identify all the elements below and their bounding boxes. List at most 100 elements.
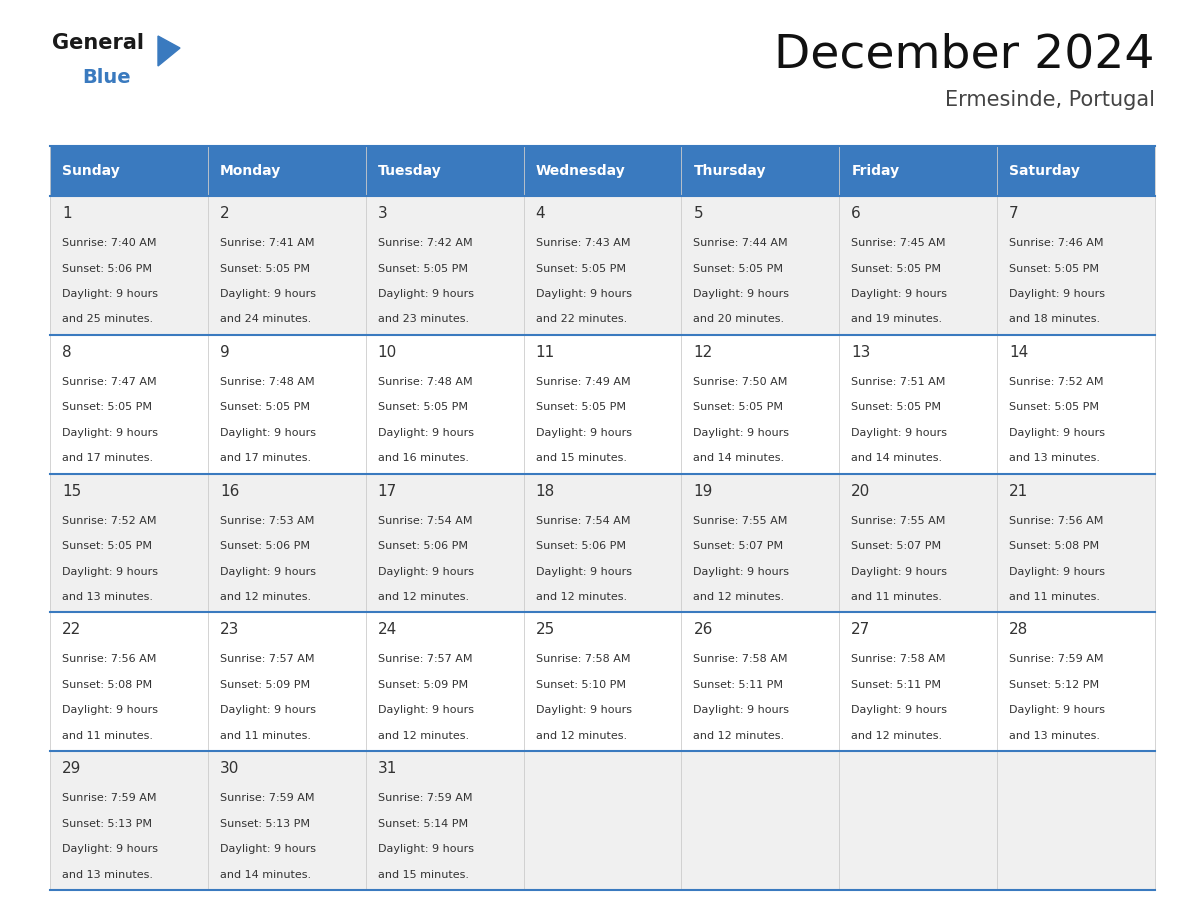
Text: Sunset: 5:10 PM: Sunset: 5:10 PM [536,680,626,690]
Text: and 12 minutes.: and 12 minutes. [378,731,469,741]
Text: Sunrise: 7:59 AM: Sunrise: 7:59 AM [378,793,472,803]
Text: 4: 4 [536,206,545,221]
Text: 18: 18 [536,484,555,498]
Text: and 23 minutes.: and 23 minutes. [378,315,469,324]
Text: and 25 minutes.: and 25 minutes. [62,315,153,324]
Text: 16: 16 [220,484,239,498]
Text: Daylight: 9 hours: Daylight: 9 hours [852,705,947,715]
Text: Daylight: 9 hours: Daylight: 9 hours [220,845,316,855]
Text: 8: 8 [62,345,71,360]
Text: and 15 minutes.: and 15 minutes. [378,869,469,879]
Text: 22: 22 [62,622,81,637]
Text: Sunrise: 7:45 AM: Sunrise: 7:45 AM [852,238,946,248]
Text: Daylight: 9 hours: Daylight: 9 hours [378,705,474,715]
Text: Sunrise: 7:52 AM: Sunrise: 7:52 AM [1009,376,1104,386]
Text: and 14 minutes.: and 14 minutes. [694,453,784,464]
Text: and 11 minutes.: and 11 minutes. [1009,592,1100,602]
Text: Daylight: 9 hours: Daylight: 9 hours [852,566,947,577]
Text: 19: 19 [694,484,713,498]
Text: Sunrise: 7:53 AM: Sunrise: 7:53 AM [220,516,315,526]
Bar [997,146,1155,196]
Text: Sunset: 5:08 PM: Sunset: 5:08 PM [62,680,152,690]
Text: Daylight: 9 hours: Daylight: 9 hours [220,289,316,299]
Text: Sunset: 5:06 PM: Sunset: 5:06 PM [220,541,310,551]
Text: Sunrise: 7:55 AM: Sunrise: 7:55 AM [852,516,946,526]
Text: Daylight: 9 hours: Daylight: 9 hours [62,289,158,299]
Text: and 11 minutes.: and 11 minutes. [220,731,311,741]
Text: Daylight: 9 hours: Daylight: 9 hours [62,705,158,715]
Text: 29: 29 [62,761,81,777]
Text: 24: 24 [378,622,397,637]
Text: 25: 25 [536,622,555,637]
Text: Sunrise: 7:46 AM: Sunrise: 7:46 AM [1009,238,1104,248]
Text: Sunrise: 7:42 AM: Sunrise: 7:42 AM [378,238,473,248]
Text: Sunset: 5:11 PM: Sunset: 5:11 PM [694,680,783,690]
Text: and 17 minutes.: and 17 minutes. [62,453,153,464]
Text: Sunrise: 7:55 AM: Sunrise: 7:55 AM [694,516,788,526]
Text: Daylight: 9 hours: Daylight: 9 hours [852,428,947,438]
Text: Wednesday: Wednesday [536,164,625,178]
Text: Friday: Friday [852,164,899,178]
Text: 12: 12 [694,345,713,360]
Text: Sunrise: 7:48 AM: Sunrise: 7:48 AM [378,376,473,386]
Text: and 13 minutes.: and 13 minutes. [62,592,153,602]
Text: Sunset: 5:05 PM: Sunset: 5:05 PM [220,263,310,274]
Text: Sunrise: 7:48 AM: Sunrise: 7:48 AM [220,376,315,386]
Text: Sunrise: 7:52 AM: Sunrise: 7:52 AM [62,516,157,526]
Text: and 24 minutes.: and 24 minutes. [220,315,311,324]
Text: and 11 minutes.: and 11 minutes. [852,592,942,602]
Text: 14: 14 [1009,345,1029,360]
Text: 1: 1 [62,206,71,221]
Text: Saturday: Saturday [1009,164,1080,178]
Text: Sunset: 5:08 PM: Sunset: 5:08 PM [1009,541,1099,551]
Text: Sunset: 5:05 PM: Sunset: 5:05 PM [378,402,468,412]
Text: Daylight: 9 hours: Daylight: 9 hours [694,566,790,577]
Text: 21: 21 [1009,484,1029,498]
Text: 2: 2 [220,206,229,221]
Text: Daylight: 9 hours: Daylight: 9 hours [220,428,316,438]
Text: 15: 15 [62,484,81,498]
Text: Sunset: 5:07 PM: Sunset: 5:07 PM [694,541,784,551]
Text: Sunrise: 7:59 AM: Sunrise: 7:59 AM [220,793,315,803]
Text: Daylight: 9 hours: Daylight: 9 hours [220,705,316,715]
Text: 30: 30 [220,761,239,777]
Text: Sunset: 5:06 PM: Sunset: 5:06 PM [62,263,152,274]
Text: Daylight: 9 hours: Daylight: 9 hours [62,428,158,438]
Text: Blue: Blue [82,68,131,87]
Text: Sunrise: 7:59 AM: Sunrise: 7:59 AM [1009,655,1104,665]
Text: and 12 minutes.: and 12 minutes. [536,592,627,602]
Text: Daylight: 9 hours: Daylight: 9 hours [694,428,790,438]
Bar [50,335,1155,474]
Text: Daylight: 9 hours: Daylight: 9 hours [536,566,632,577]
Text: Sunrise: 7:50 AM: Sunrise: 7:50 AM [694,376,788,386]
Text: Sunrise: 7:56 AM: Sunrise: 7:56 AM [1009,516,1104,526]
Text: and 14 minutes.: and 14 minutes. [852,453,942,464]
Text: Sunrise: 7:58 AM: Sunrise: 7:58 AM [852,655,946,665]
Text: Monday: Monday [220,164,282,178]
Text: General: General [52,33,144,53]
Text: and 20 minutes.: and 20 minutes. [694,315,784,324]
Bar [208,146,366,196]
Text: Daylight: 9 hours: Daylight: 9 hours [536,289,632,299]
Text: Daylight: 9 hours: Daylight: 9 hours [1009,289,1105,299]
Bar [682,146,839,196]
Text: Sunset: 5:09 PM: Sunset: 5:09 PM [220,680,310,690]
Text: Daylight: 9 hours: Daylight: 9 hours [1009,566,1105,577]
Bar [839,146,997,196]
Text: Sunrise: 7:41 AM: Sunrise: 7:41 AM [220,238,315,248]
Text: Sunset: 5:07 PM: Sunset: 5:07 PM [852,541,941,551]
Text: Sunrise: 7:54 AM: Sunrise: 7:54 AM [536,516,630,526]
Text: 7: 7 [1009,206,1019,221]
Text: and 12 minutes.: and 12 minutes. [536,731,627,741]
Text: December 2024: December 2024 [775,33,1155,78]
Text: 17: 17 [378,484,397,498]
Text: and 17 minutes.: and 17 minutes. [220,453,311,464]
Text: 5: 5 [694,206,703,221]
Text: Daylight: 9 hours: Daylight: 9 hours [694,705,790,715]
Text: Sunrise: 7:58 AM: Sunrise: 7:58 AM [536,655,630,665]
Text: Sunset: 5:05 PM: Sunset: 5:05 PM [852,402,941,412]
Text: Sunset: 5:13 PM: Sunset: 5:13 PM [62,819,152,829]
Text: Sunset: 5:11 PM: Sunset: 5:11 PM [852,680,941,690]
Text: 26: 26 [694,622,713,637]
Text: 31: 31 [378,761,397,777]
